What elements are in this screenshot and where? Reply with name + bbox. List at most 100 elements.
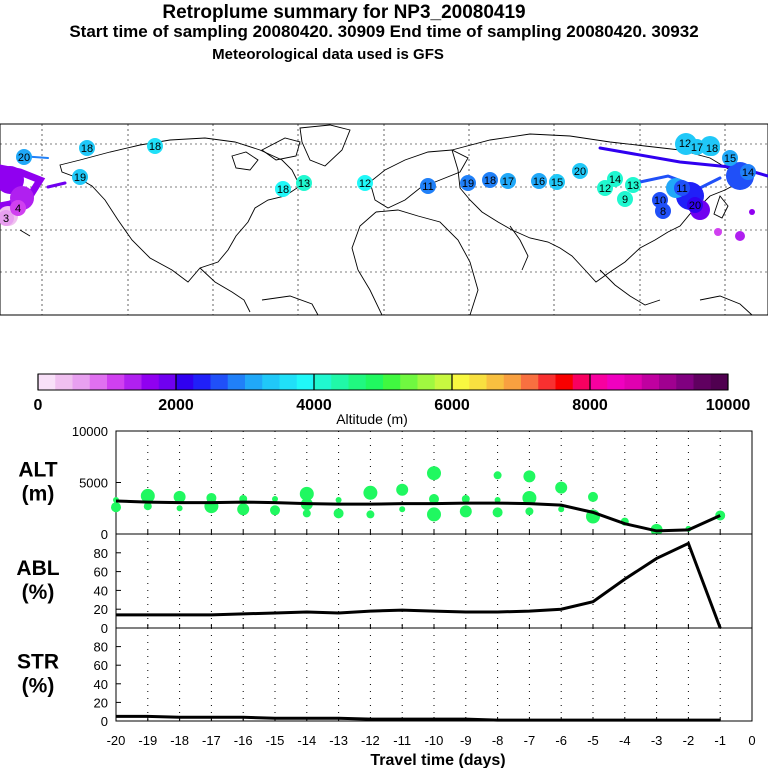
map-marker-label: 20 (689, 200, 701, 212)
map-marker: 17 (500, 173, 516, 189)
y-tick-label: 20 (94, 602, 108, 617)
x-tick-label: -8 (492, 733, 504, 748)
alt-point (143, 502, 152, 511)
map-marker-label: 18 (277, 184, 289, 196)
colorbar-cell (693, 374, 712, 390)
map-marker: 18 (482, 172, 498, 188)
colorbar-cell (659, 374, 677, 390)
map-marker: 12 (357, 175, 373, 191)
colorbar-cell (72, 374, 91, 390)
alt-point (272, 495, 278, 502)
colorbar-cell (245, 374, 263, 390)
colorbar-cell (624, 374, 643, 390)
alt-point (363, 485, 378, 500)
colorbar-cell (262, 374, 280, 390)
map-marker-label: 3 (3, 213, 9, 225)
colorbar-cell (607, 374, 625, 390)
map-marker: 3 (0, 210, 14, 226)
str-line (116, 714, 721, 722)
x-tick-label: -19 (138, 733, 157, 748)
map-marker-dot (147, 138, 163, 154)
alt-point (523, 470, 536, 483)
map-marker-dot (500, 173, 516, 189)
colorbar-cell (383, 374, 401, 390)
panel-alt: 0 5000 10000 ALT(m) (18, 424, 753, 542)
colorbar-cell (365, 374, 384, 390)
y-tick-label: 60 (94, 565, 108, 580)
x-tick-label: 0 (748, 733, 755, 748)
x-axis-label: Travel time (days) (370, 752, 505, 768)
x-tick-label: -12 (361, 733, 380, 748)
colorbar-cell (538, 374, 556, 390)
y-tick-label: 40 (94, 677, 108, 692)
time-series-panels: 0500010000ALT(m)020406080ABL(%)020406080… (16, 424, 755, 768)
y-tick-label: 80 (94, 546, 108, 561)
alt-point (494, 497, 501, 504)
x-tick-label: -14 (297, 733, 316, 748)
alt-point (461, 494, 470, 503)
map-marker-dot (655, 203, 671, 219)
map-marker: 9 (617, 191, 633, 207)
map-marker: 16 (531, 173, 547, 189)
colorbar-cell (279, 374, 298, 390)
x-tick-label: -15 (266, 733, 285, 748)
map-marker-label: 15 (724, 153, 736, 165)
alt-point (558, 506, 565, 513)
panel-frame (115, 627, 753, 722)
alt-point (335, 497, 342, 504)
colorbar-cell (141, 374, 160, 390)
map-marker-dot (275, 181, 291, 197)
x-tick-label: -3 (651, 733, 663, 748)
alt-point (111, 502, 121, 513)
map-marker: 19 (72, 169, 88, 185)
map-marker: 19 (460, 175, 476, 191)
panel-side-label: (%) (22, 675, 55, 698)
x-tick-label: -16 (234, 733, 253, 748)
colorbar-cell (158, 374, 177, 390)
map-marker-dot (687, 197, 703, 213)
map-marker: 20 (572, 163, 588, 179)
map-marker-dot (572, 163, 588, 179)
x-tick-label: -7 (524, 733, 536, 748)
map-marker: 15 (549, 174, 565, 190)
map-marker-label: 13 (627, 180, 639, 192)
y-tick-label: 10000 (72, 424, 108, 439)
map-marker-dot (16, 149, 32, 165)
map-marker-label: 13 (298, 178, 310, 190)
x-tick-label: -10 (425, 733, 444, 748)
colorbar-cell (572, 374, 591, 390)
map-marker: 11 (420, 178, 436, 194)
map-marker: 15 (722, 150, 738, 166)
map-marker-dot (674, 180, 690, 196)
map-marker-label: 20 (574, 166, 586, 178)
colorbar-cell (227, 374, 246, 390)
colorbar-cell (89, 374, 108, 390)
altitude-colorbar: 0 2000 4000 6000 8000 10000 Altitude (m) (34, 373, 751, 427)
alt-point (427, 507, 441, 522)
alt-point (555, 481, 568, 494)
map-marker-dot (0, 210, 14, 226)
x-tick-label: -2 (683, 733, 695, 748)
alt-point (522, 490, 537, 505)
colorbar-tick-label: 10000 (706, 397, 751, 414)
y-tick-label: 0 (101, 714, 108, 729)
map-marker-dot (597, 180, 613, 196)
colorbar-cell (452, 374, 470, 390)
map-marker: 18 (275, 181, 291, 197)
colorbar-cell (503, 374, 522, 390)
colorbar-cell (469, 374, 487, 390)
map-marker-label: 12 (599, 183, 611, 195)
x-tick-label: -13 (329, 733, 348, 748)
y-tick-label: 5000 (79, 476, 108, 491)
colorbar-tick-label: 2000 (158, 397, 194, 414)
colorbar-cell (486, 374, 505, 390)
colorbar-tick-label: 0 (34, 397, 43, 414)
map-marker-label: 18 (484, 175, 496, 187)
alt-point (588, 491, 598, 502)
map-marker-dot (420, 178, 436, 194)
x-tick-label: -9 (460, 733, 472, 748)
panel-side-label: (m) (22, 483, 55, 506)
x-tick-label: -4 (619, 733, 631, 748)
